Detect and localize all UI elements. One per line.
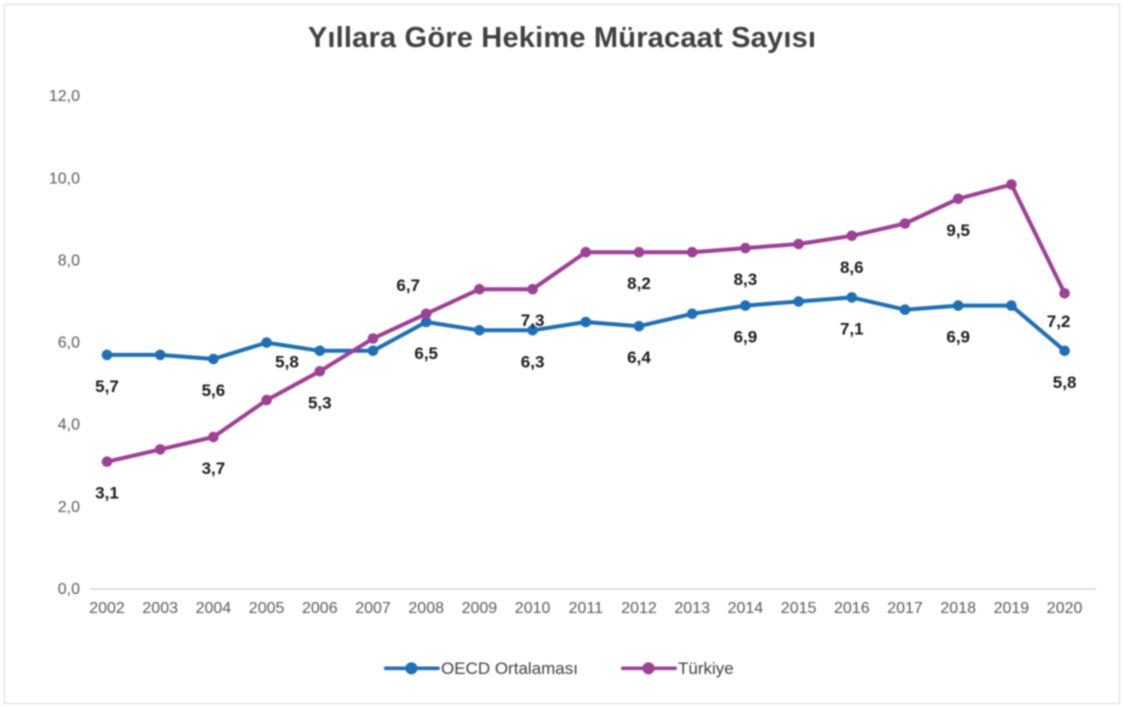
svg-text:2017: 2017 bbox=[887, 600, 923, 617]
svg-text:2020: 2020 bbox=[1047, 600, 1083, 617]
svg-text:4,0: 4,0 bbox=[58, 417, 80, 434]
svg-text:2010: 2010 bbox=[515, 600, 551, 617]
svg-text:2,0: 2,0 bbox=[58, 499, 80, 516]
svg-text:6,3: 6,3 bbox=[521, 352, 545, 371]
svg-text:OECD Ortalaması: OECD Ortalaması bbox=[441, 659, 578, 678]
svg-text:7,1: 7,1 bbox=[840, 319, 864, 338]
svg-text:2014: 2014 bbox=[728, 600, 764, 617]
svg-text:8,6: 8,6 bbox=[840, 258, 864, 277]
svg-text:5,6: 5,6 bbox=[202, 381, 226, 400]
svg-text:5,7: 5,7 bbox=[95, 377, 119, 396]
svg-text:5,8: 5,8 bbox=[275, 352, 299, 371]
svg-text:2007: 2007 bbox=[355, 600, 391, 617]
svg-text:8,2: 8,2 bbox=[627, 274, 651, 293]
svg-text:2019: 2019 bbox=[994, 600, 1030, 617]
svg-text:2011: 2011 bbox=[569, 600, 604, 617]
svg-text:2015: 2015 bbox=[781, 600, 817, 617]
svg-text:6,9: 6,9 bbox=[734, 328, 758, 347]
svg-text:5,8: 5,8 bbox=[1053, 373, 1077, 392]
svg-text:2004: 2004 bbox=[196, 600, 232, 617]
svg-text:10,0: 10,0 bbox=[49, 170, 80, 187]
svg-text:2005: 2005 bbox=[249, 600, 285, 617]
svg-text:8,0: 8,0 bbox=[58, 252, 80, 269]
svg-text:2009: 2009 bbox=[462, 600, 498, 617]
svg-text:8,3: 8,3 bbox=[734, 270, 758, 289]
svg-text:2002: 2002 bbox=[89, 600, 125, 617]
svg-text:0,0: 0,0 bbox=[58, 581, 80, 598]
svg-text:12,0: 12,0 bbox=[49, 88, 80, 105]
svg-text:6,5: 6,5 bbox=[414, 344, 438, 363]
svg-text:6,4: 6,4 bbox=[627, 348, 651, 367]
svg-text:Türkiye: Türkiye bbox=[678, 659, 734, 678]
svg-text:5,3: 5,3 bbox=[308, 393, 332, 412]
svg-text:2003: 2003 bbox=[142, 600, 178, 617]
svg-text:6,0: 6,0 bbox=[58, 335, 80, 352]
svg-text:3,7: 3,7 bbox=[202, 459, 226, 478]
svg-text:7,3: 7,3 bbox=[521, 311, 545, 330]
svg-text:6,9: 6,9 bbox=[946, 328, 970, 347]
svg-text:2016: 2016 bbox=[834, 600, 870, 617]
svg-text:3,1: 3,1 bbox=[95, 484, 119, 503]
svg-text:2008: 2008 bbox=[408, 600, 444, 617]
svg-text:6,7: 6,7 bbox=[396, 276, 420, 295]
svg-text:2006: 2006 bbox=[302, 600, 338, 617]
svg-text:9,5: 9,5 bbox=[946, 221, 970, 240]
svg-text:2018: 2018 bbox=[940, 600, 976, 617]
svg-text:2013: 2013 bbox=[674, 600, 710, 617]
svg-text:7,2: 7,2 bbox=[1047, 312, 1071, 331]
svg-text:2012: 2012 bbox=[621, 600, 657, 617]
